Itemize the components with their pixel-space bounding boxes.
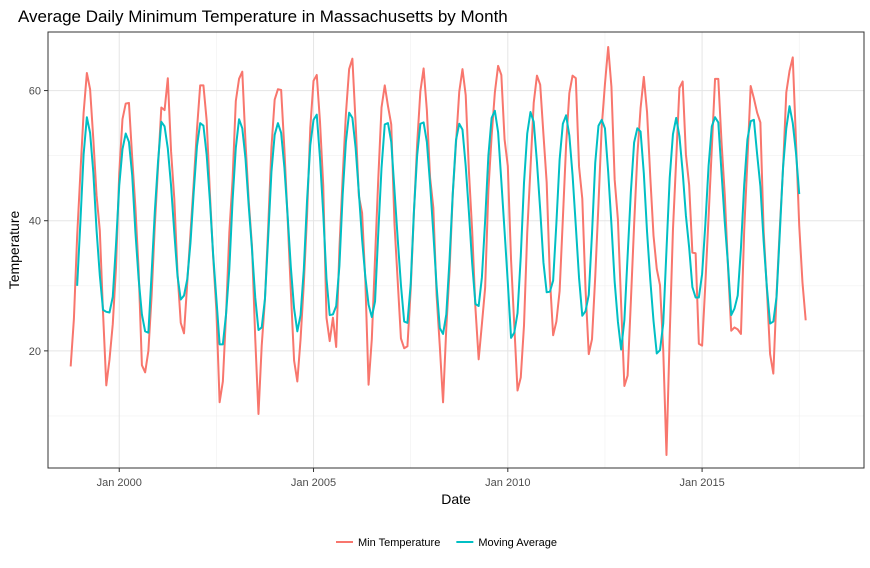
x-axis-title: Date (441, 491, 471, 507)
legend-label-min-temperature: Min Temperature (358, 537, 440, 549)
y-tick-label: 40 (29, 216, 41, 228)
x-tick-label: Jan 2000 (97, 477, 142, 489)
x-tick-label: Jan 2015 (679, 477, 724, 489)
axes: 20 40 60 Jan 2000 Jan 2005 Jan 2010 Jan 2015 (29, 86, 725, 489)
y-axis-title: Temperature (6, 210, 22, 289)
legend: Min Temperature Moving Average (336, 537, 557, 549)
legend-label-moving-average: Moving Average (478, 537, 557, 549)
chart-title: Average Daily Minimum Temperature in Mas… (18, 7, 508, 26)
series-lines (69, 45, 807, 456)
plot-border (47, 31, 865, 469)
x-tick-label: Jan 2005 (291, 477, 336, 489)
y-tick-label: 20 (29, 346, 41, 358)
y-tick-label: 60 (29, 86, 41, 98)
x-tick-label: Jan 2010 (485, 477, 530, 489)
series-line-moving-average (76, 105, 801, 355)
